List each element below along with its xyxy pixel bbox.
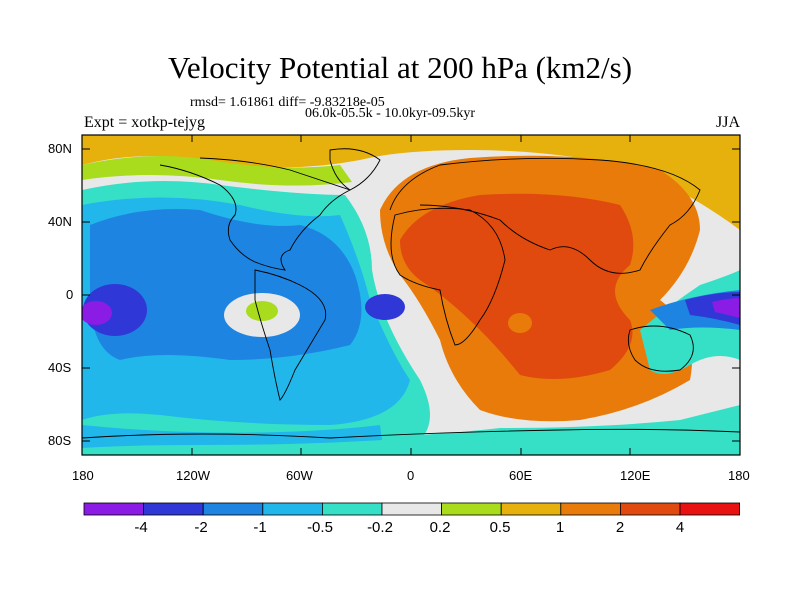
colorbar-box	[321, 502, 383, 516]
coast-eurasia	[389, 157, 701, 274]
stats-text: rmsd= 1.61861 diff= -9.83218e-05	[190, 95, 385, 110]
lat-label-80n: 80N	[48, 141, 72, 156]
region-orange-small	[508, 313, 532, 333]
lat-tick-40n: 40N	[48, 214, 740, 229]
contour-field	[82, 135, 740, 455]
region-darkblue-atlantic	[365, 294, 405, 320]
plot-title: Velocity Potential at 200 hPa (km2/s)	[167, 50, 633, 85]
lat-axis: 80N 40N 0 40S 80S	[48, 141, 740, 448]
cb-label-6: 0.5	[490, 519, 511, 536]
colorbar: -4 -2 -1 -0.5 -0.2 0.2 0.5 1 2 4	[83, 502, 740, 536]
lat-label-40n: 40N	[48, 214, 72, 229]
coast-south-america	[254, 269, 327, 401]
cb-label-8: 2	[616, 519, 624, 536]
colorbar-box	[143, 502, 204, 516]
lat-tick-80n: 80N	[48, 141, 740, 156]
colorbar-boxes	[83, 502, 740, 516]
cb-label-0: -4	[134, 519, 147, 536]
lon-label-120w: 120W	[176, 468, 211, 483]
colorbar-labels: -4 -2 -1 -0.5 -0.2 0.2 0.5 1 2 4	[134, 519, 684, 536]
lon-label-180e: 180	[728, 468, 750, 483]
lat-label-40s: 40S	[48, 360, 71, 375]
lon-label-60w: 60W	[286, 468, 313, 483]
region-purple-west	[82, 301, 112, 325]
region-sa-green	[246, 301, 278, 321]
lon-label-60e: 60E	[509, 468, 532, 483]
lon-label-120e: 120E	[620, 468, 651, 483]
colorbar-box	[560, 502, 621, 516]
region-wp-purple	[712, 298, 740, 318]
colorbar-box	[441, 502, 502, 516]
cb-label-3: -0.5	[307, 519, 333, 536]
cb-label-7: 1	[556, 519, 564, 536]
colorbar-box	[381, 502, 442, 516]
lon-label-0: 0	[407, 468, 414, 483]
lon-axis: 180 120W 60W 0 60E 120E 180	[72, 135, 750, 483]
lat-tick-80s: 80S	[48, 433, 740, 448]
region-north-band	[82, 135, 740, 230]
colorbar-box	[83, 502, 144, 516]
region-red-east	[400, 193, 634, 379]
season-label: JJA	[715, 114, 740, 131]
lat-tick-0: 0	[66, 287, 740, 302]
period-text: 06.0k-05.5k - 10.0kyr-09.5kyr	[305, 106, 476, 121]
cb-label-5: 0.2	[430, 519, 451, 536]
experiment-label: Expt = xotkp-tejyg	[84, 114, 206, 131]
region-green-strip	[82, 156, 352, 186]
colorbar-box	[202, 502, 264, 516]
coastlines	[82, 148, 740, 439]
cb-label-9: 4	[676, 519, 684, 536]
lat-label-80s: 80S	[48, 433, 71, 448]
colorbar-box	[500, 502, 562, 516]
coast-australia	[627, 325, 694, 372]
coast-greenland	[329, 148, 381, 191]
coast-north-america	[159, 157, 352, 271]
cb-label-2: -1	[253, 519, 266, 536]
cb-label-4: -0.2	[367, 519, 393, 536]
coast-antarctica	[82, 428, 740, 439]
cb-label-1: -2	[194, 519, 207, 536]
lat-label-0: 0	[66, 287, 73, 302]
lat-tick-40s: 40S	[48, 360, 740, 375]
colorbar-box	[262, 502, 323, 516]
lon-label-180w: 180	[72, 468, 94, 483]
lon-ticks	[191, 135, 631, 455]
region-south-blue	[82, 425, 382, 448]
colorbar-box	[620, 502, 681, 516]
colorbar-box	[679, 502, 740, 516]
